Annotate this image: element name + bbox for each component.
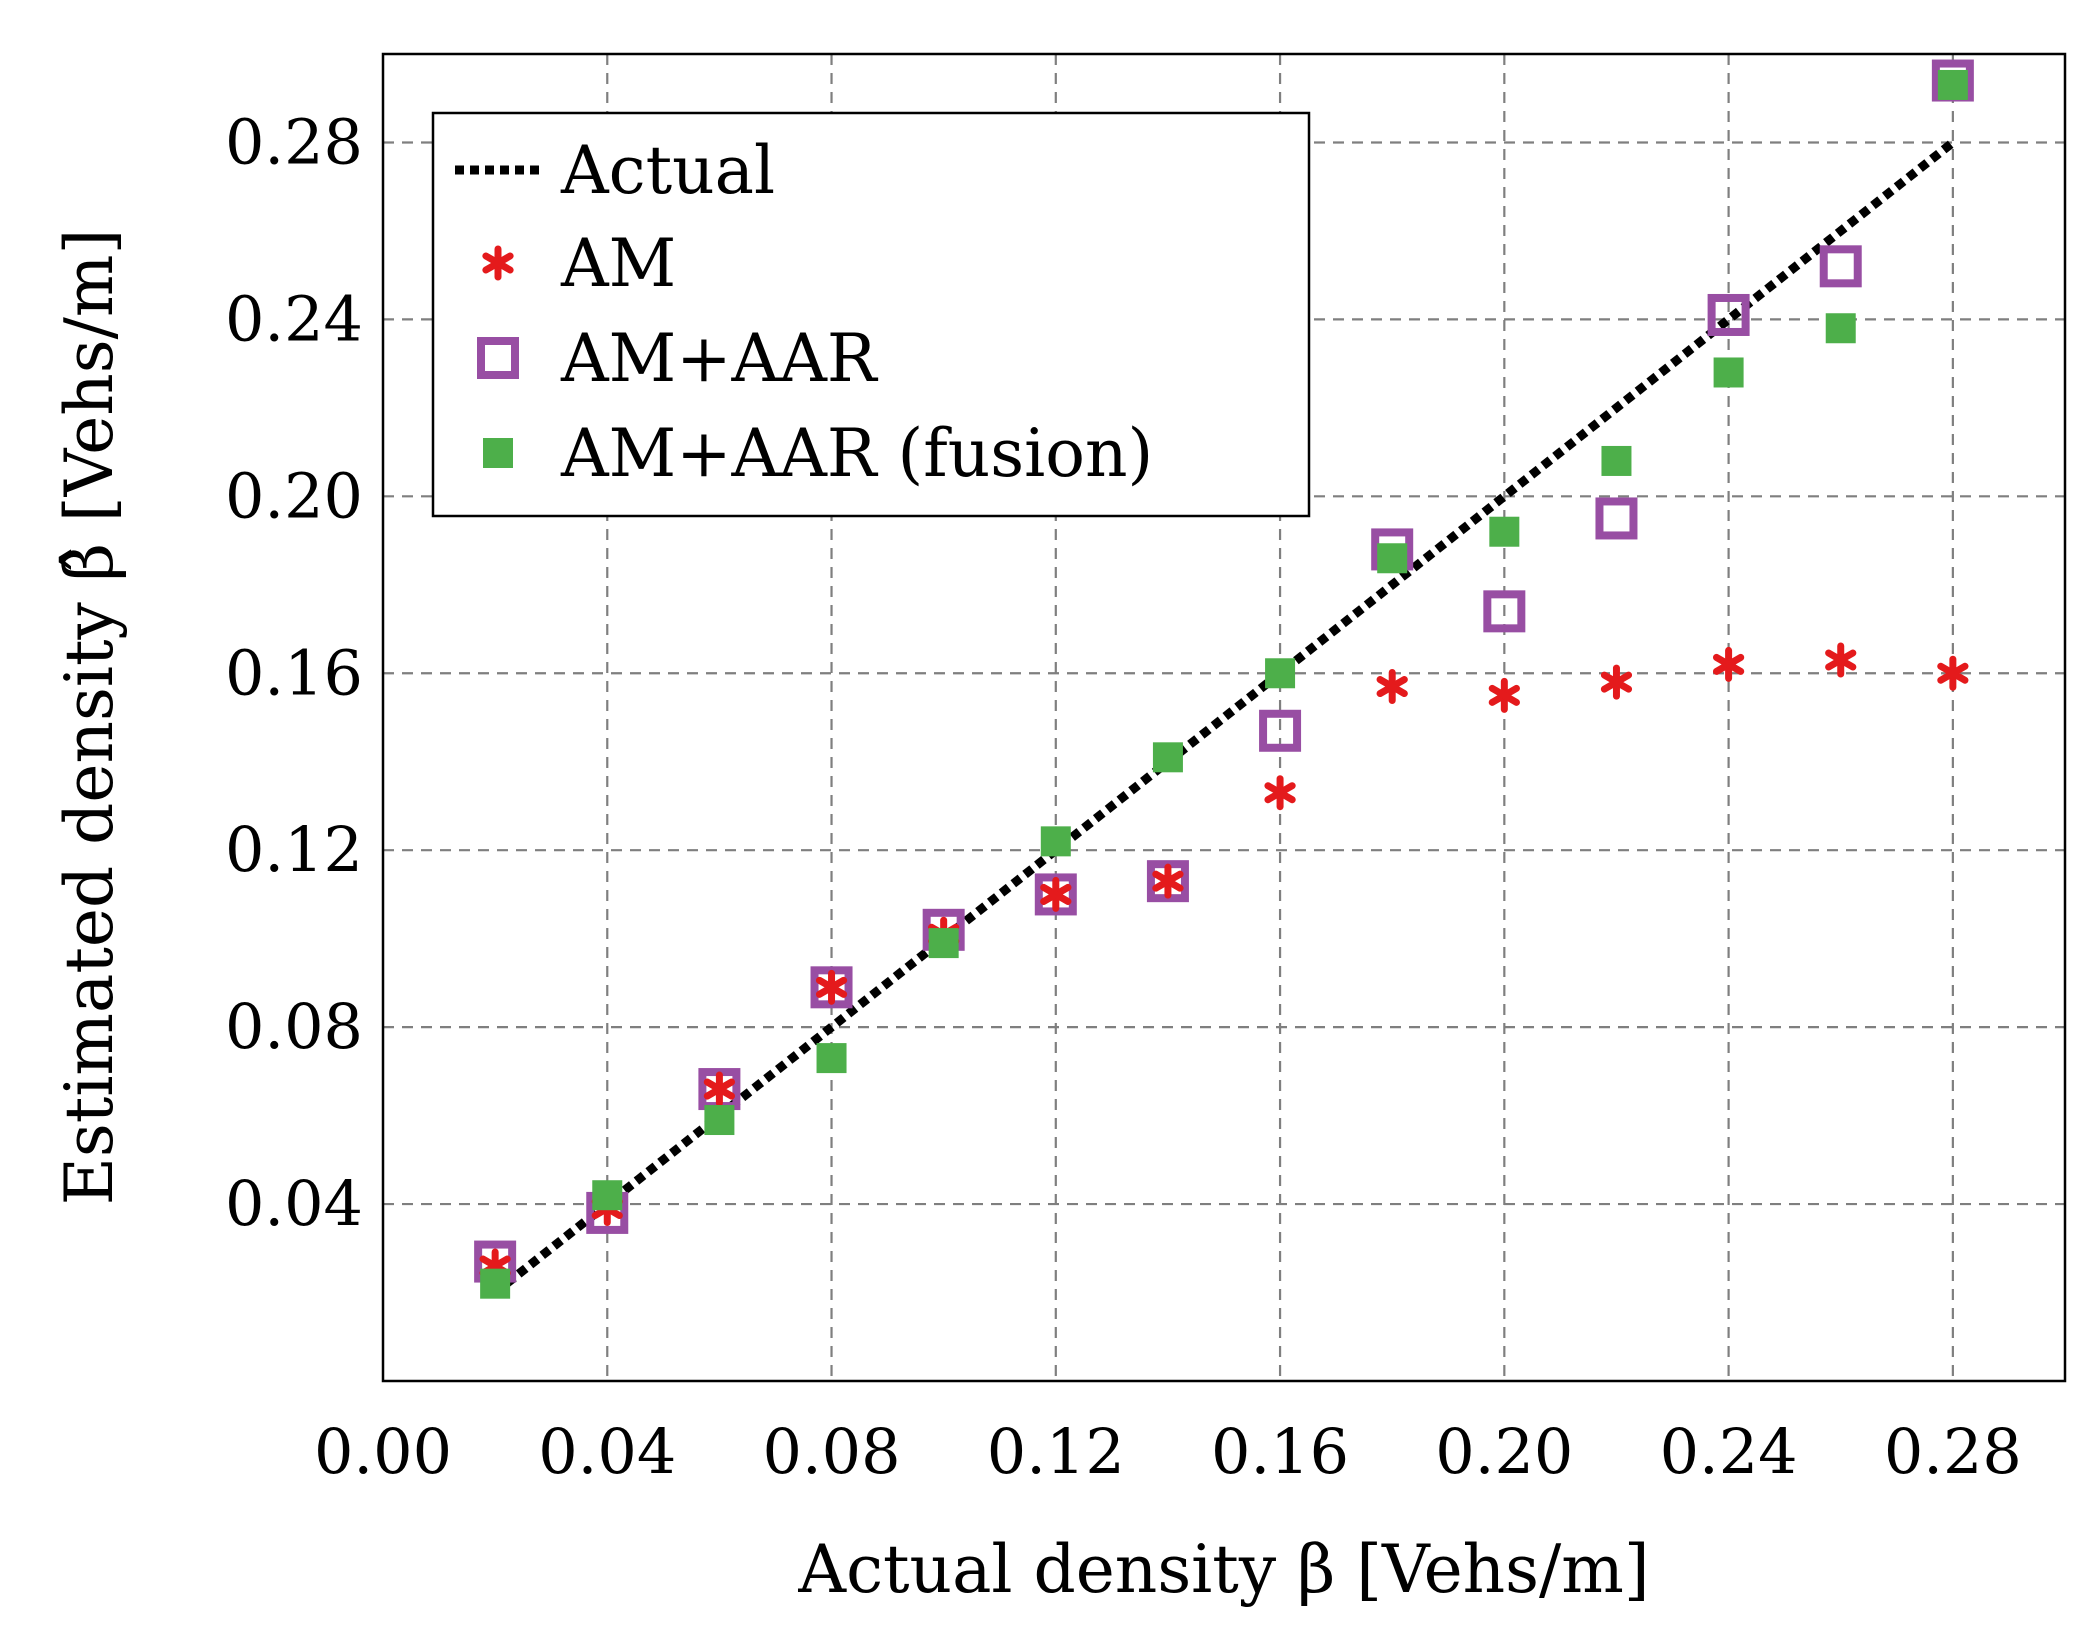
point-am [1937, 655, 1969, 691]
legend: Actual AM AM+AAR AM+AAR (fusion) [431, 111, 1311, 518]
tick-labels: 0.00 0.04 0.08 0.12 0.16 0.20 0.24 0.28 0.04 0.08… [225, 105, 2022, 1488]
point-am [1040, 876, 1072, 912]
data-series [474, 59, 1974, 1299]
point-am-aar-fusion [592, 1180, 623, 1211]
legend-label-am-aar-fusion: AM+AAR (fusion) [560, 415, 1153, 492]
legend-filled-square [483, 438, 513, 468]
point-am-aar-fusion [480, 1268, 511, 1299]
point-am-aar-fusion [1489, 516, 1520, 547]
point-am-aar-fusion [928, 928, 959, 959]
point-am-aar-fusion [816, 1043, 847, 1074]
point-am-aar-fusion [1937, 69, 1968, 100]
y-tick-label: 0.24 [225, 282, 363, 355]
point-am [1600, 664, 1633, 700]
y-axis-label: Estimated density β̂ [Vehs/m] [51, 229, 128, 1206]
series-am-aar-fusion [480, 69, 1968, 1299]
legend-marker-am [482, 245, 514, 281]
y-tick-label: 0.12 [225, 813, 363, 886]
point-am [1376, 669, 1408, 705]
point-am-aar-fusion [1152, 742, 1183, 773]
y-tick-label: 0.16 [225, 636, 363, 709]
legend-label-actual: Actual [560, 132, 775, 209]
point-am [815, 969, 848, 1005]
y-tick-label: 0.04 [225, 1167, 363, 1240]
legend-marker-am-aar-fusion [483, 438, 513, 468]
point-am [1152, 863, 1184, 899]
legend-label-am-aar: AM+AAR [560, 320, 879, 397]
series-am [479, 642, 1969, 1284]
point-am-aar [1259, 709, 1302, 752]
legend-label-am: AM [560, 225, 676, 302]
point-am-aar [1819, 245, 1862, 288]
point-am-aar-fusion [1265, 658, 1296, 689]
legend-marker-am-aar [477, 337, 519, 379]
point-am [1264, 775, 1296, 811]
point-am-aar-fusion [704, 1105, 735, 1136]
x-tick-label: 0.08 [763, 1415, 901, 1488]
point-am-aar-fusion [1601, 445, 1632, 476]
plot-frame [381, 52, 2067, 1383]
x-tick-label: 0.16 [1211, 1415, 1349, 1488]
point-am [1825, 642, 1857, 678]
point-am-aar-fusion [1040, 826, 1071, 857]
x-tick-label: 0.12 [987, 1415, 1125, 1488]
point-am-aar-fusion [1377, 543, 1408, 574]
y-tick-label: 0.28 [225, 105, 363, 178]
point-am-aar-fusion [1713, 357, 1744, 388]
point-am-aar [1483, 590, 1526, 633]
point-am [703, 1071, 736, 1107]
point-am [1488, 677, 1520, 713]
x-axis-label: Actual density β [Vehs/m] [797, 1531, 1649, 1608]
x-tick-label: 0.00 [314, 1415, 452, 1488]
x-tick-label: 0.04 [538, 1415, 676, 1488]
legend-box [431, 111, 1311, 518]
x-tick-label: 0.20 [1435, 1415, 1573, 1488]
point-am-aar [1595, 497, 1638, 540]
x-tick-label: 0.24 [1660, 1415, 1798, 1488]
y-tick-label: 0.20 [225, 459, 363, 532]
x-tick-label: 0.28 [1884, 1415, 2022, 1488]
legend-open-square [477, 337, 519, 379]
point-am-aar-fusion [1825, 313, 1856, 344]
y-tick-label: 0.08 [225, 990, 363, 1063]
point-am [1712, 646, 1745, 682]
legend-asterisk [482, 245, 514, 281]
point-am-aar [1707, 293, 1750, 336]
